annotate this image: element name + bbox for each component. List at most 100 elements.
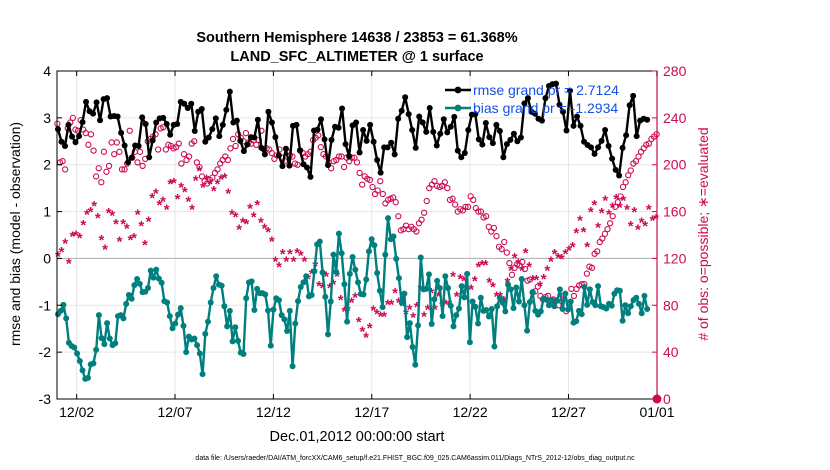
- bias-point: [205, 318, 212, 325]
- bias-point: [199, 371, 206, 378]
- obs-evaluated-point: *: [385, 297, 391, 314]
- bias-point: [136, 280, 143, 287]
- bias-point: [95, 312, 102, 319]
- bias-point: [292, 320, 299, 327]
- obs-evaluated-point: *: [240, 215, 246, 232]
- obs-evaluated-point: *: [537, 278, 543, 295]
- rmse-point: [237, 137, 244, 144]
- bias-point: [169, 325, 176, 332]
- rmse-point: [226, 88, 233, 95]
- rmse-point: [261, 151, 268, 158]
- rmse-point: [97, 117, 104, 124]
- bias-point: [327, 298, 334, 305]
- rmse-point: [184, 105, 191, 112]
- data-file-footnote: data file: /Users/raeder/DAI/ATM_forcXX/…: [195, 455, 635, 462]
- obs-possible-point: [617, 193, 624, 200]
- obs-evaluated-point: *: [273, 253, 279, 270]
- obs-possible-point: [268, 149, 275, 157]
- rmse-point: [69, 133, 76, 140]
- bias-point: [423, 285, 430, 292]
- obs-possible-point: [198, 173, 206, 180]
- rmse-point: [174, 120, 181, 127]
- bias-point: [79, 367, 86, 374]
- rmse-point: [609, 155, 616, 162]
- rmse-point: [616, 172, 623, 179]
- obs-evaluated-point: *: [146, 213, 152, 230]
- obs-evaluated-point: *: [457, 271, 463, 288]
- rmse-point: [202, 138, 209, 145]
- right-axis-origin-marker: [652, 394, 662, 404]
- rmse-point: [146, 154, 153, 161]
- obs-evaluated-point: *: [236, 222, 242, 239]
- bias-point: [578, 311, 585, 318]
- bias-point: [104, 320, 111, 327]
- rmse-point: [328, 136, 335, 143]
- obs-evaluated-point: *: [552, 246, 558, 263]
- obs-possible-point: [126, 127, 133, 134]
- obs-possible-point: [482, 213, 490, 220]
- obs-possible-point: [118, 166, 126, 173]
- bias-point: [475, 320, 482, 327]
- obs-evaluated-point: *: [360, 324, 366, 341]
- rmse-point: [153, 119, 160, 126]
- bias-point: [158, 279, 165, 286]
- obs-evaluated-point: *: [66, 256, 72, 273]
- bias-point: [515, 298, 522, 305]
- rmse-point: [458, 154, 465, 161]
- obs-evaluated-point: *: [91, 198, 97, 215]
- bias-point: [545, 302, 552, 309]
- obs-evaluated-point: *: [443, 297, 449, 314]
- obs-possible-point: [317, 143, 324, 151]
- bias-point: [409, 343, 416, 350]
- obs-evaluated-point: *: [461, 273, 467, 290]
- bias-point: [60, 301, 67, 308]
- bias-point: [526, 299, 533, 306]
- x-tick-label: 01/01: [639, 404, 674, 420]
- obs-evaluated-point: *: [160, 194, 166, 211]
- bias-point: [218, 282, 225, 289]
- obs-evaluated-point: *: [142, 237, 148, 254]
- obs-possible-point: [526, 276, 534, 283]
- bias-point: [144, 284, 151, 291]
- rmse-point: [314, 126, 321, 133]
- obs-possible-point: [175, 140, 182, 147]
- obs-possible-point: [185, 153, 193, 160]
- obs-possible-point: [599, 235, 606, 242]
- obs-evaluated-point: *: [254, 197, 260, 214]
- obs-possible-point: [227, 145, 234, 152]
- rmse-point: [125, 159, 132, 166]
- obs-evaluated-markers: ****************************************…: [55, 163, 659, 346]
- rmse-point: [114, 113, 121, 120]
- obs-evaluated-point: *: [70, 229, 76, 246]
- rmse-point: [630, 92, 637, 99]
- legend-label: bias grand pr = -1.2934: [473, 100, 618, 116]
- rmse-point: [244, 141, 251, 148]
- bias-point: [344, 318, 351, 325]
- obs-evaluated-point: *: [533, 272, 539, 289]
- obs-possible-point: [315, 132, 322, 139]
- bias-point: [196, 350, 203, 357]
- obs-evaluated-point: *: [167, 176, 173, 193]
- bias-point: [488, 306, 495, 313]
- obs-evaluated-point: *: [425, 301, 431, 318]
- obs-possible-point: [418, 216, 425, 223]
- obs-possible-point: [366, 176, 374, 184]
- rmse-point: [191, 127, 198, 134]
- obs-evaluated-point: *: [196, 163, 202, 180]
- obs-evaluated-point: *: [153, 185, 159, 202]
- obs-possible-point: [253, 141, 260, 148]
- rmse-point: [496, 127, 503, 134]
- obs-possible-point: [224, 156, 232, 164]
- rmse-point: [538, 117, 545, 124]
- obs-evaluated-point: *: [407, 301, 413, 318]
- rmse-point: [121, 142, 128, 149]
- obs-evaluated-point: *: [642, 218, 648, 235]
- x-tick-label: 12/12: [256, 404, 291, 420]
- obs-evaluated-point: *: [606, 206, 612, 223]
- bias-point: [633, 294, 640, 301]
- obs-evaluated-point: *: [577, 212, 583, 229]
- obs-evaluated-point: *: [265, 224, 271, 241]
- bias-point: [235, 337, 242, 344]
- rmse-point: [577, 122, 584, 129]
- rmse-point: [552, 80, 559, 87]
